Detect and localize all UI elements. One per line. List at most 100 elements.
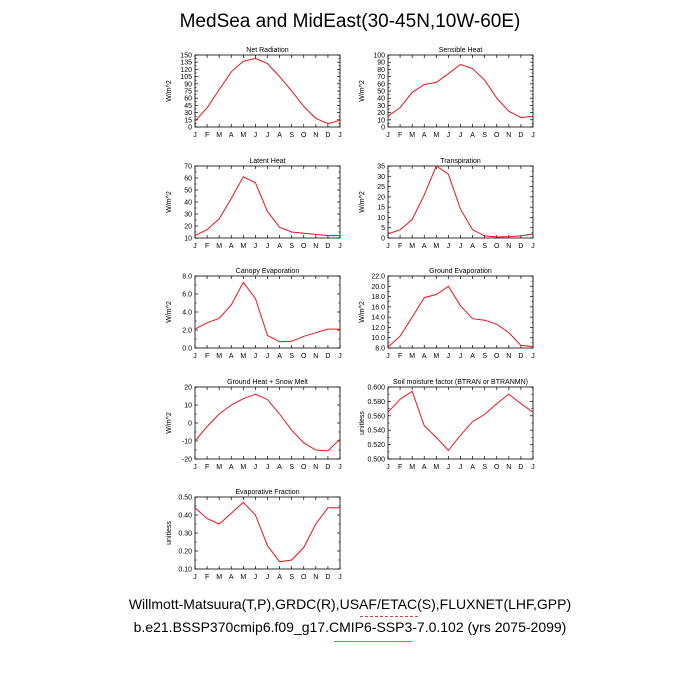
- y-tick-label: 45: [184, 103, 192, 110]
- plot-frame: [387, 54, 534, 128]
- x-tick-label: A: [422, 132, 427, 139]
- x-tick-label: N: [313, 243, 318, 250]
- y-tick-label: 0.540: [367, 428, 385, 435]
- y-tick-label: 8.0: [375, 346, 385, 353]
- y-tick-label: 0.30: [178, 531, 192, 538]
- x-tick-label: D: [325, 243, 330, 250]
- x-tick-label: D: [518, 353, 523, 360]
- plot-frame: [194, 275, 341, 349]
- y-tick-label: 0: [381, 125, 385, 132]
- x-tick-label: A: [422, 243, 427, 250]
- y-tick-label: 0.40: [178, 513, 192, 520]
- series-line: [387, 165, 534, 238]
- x-tick-label: S: [482, 243, 487, 250]
- y-axis-label: W/m^2: [166, 191, 173, 213]
- x-tick-label: S: [289, 353, 294, 360]
- x-tick-label: M: [433, 132, 439, 139]
- y-tick-label: 90: [184, 81, 192, 88]
- y-tick-label: 0.580: [367, 399, 385, 406]
- x-tick-label: F: [205, 243, 209, 250]
- y-tick-label: 10: [184, 236, 192, 243]
- series-line: [387, 63, 534, 119]
- x-tick-label: J: [447, 464, 451, 471]
- x-tick-label: A: [277, 353, 282, 360]
- x-tick-label: J: [338, 243, 342, 250]
- x-tick-label: F: [398, 132, 402, 139]
- y-tick-label: 80: [377, 67, 385, 74]
- x-tick-label: A: [277, 243, 282, 250]
- y-tick-label: 30: [184, 212, 192, 219]
- y-tick-label: 20: [377, 194, 385, 201]
- x-tick-label: F: [398, 243, 402, 250]
- y-tick-label: 0.600: [367, 385, 385, 392]
- y-tick-label: 30: [377, 174, 385, 181]
- y-tick-label: 4.0: [182, 310, 192, 317]
- x-tick-label: J: [266, 132, 270, 139]
- x-tick-label: J: [386, 243, 390, 250]
- y-tick-label: 10.0: [371, 335, 385, 342]
- y-tick-label: 14.0: [371, 315, 385, 322]
- y-tick-label: 60: [184, 176, 192, 183]
- x-tick-label: M: [216, 353, 222, 360]
- x-tick-label: O: [494, 243, 500, 250]
- series-line: [194, 57, 341, 125]
- x-tick-label: A: [422, 464, 427, 471]
- chart-panel-8: Soil moisture factor (BTRAN or BTRANMN) 0…: [359, 379, 535, 471]
- x-tick-label: O: [494, 132, 500, 139]
- x-tick-label: S: [482, 132, 487, 139]
- y-tick-label: 25: [377, 184, 385, 191]
- chart-panel-6: Ground Evaporation 8.0 10.0 12.0 14.0 16.0 18.…: [359, 268, 535, 360]
- x-tick-label: A: [229, 464, 234, 471]
- x-tick-label: M: [216, 574, 222, 581]
- y-tick-label: 12.0: [371, 325, 385, 332]
- x-tick-label: J: [531, 243, 535, 250]
- y-tick-label: 6.0: [182, 292, 192, 299]
- x-tick-label: J: [447, 132, 451, 139]
- x-tick-label: M: [240, 353, 246, 360]
- series-line: [387, 285, 534, 348]
- x-tick-label: N: [313, 353, 318, 360]
- plot-frame: [387, 386, 534, 460]
- y-tick-label: 40: [184, 200, 192, 207]
- x-tick-label: F: [398, 464, 402, 471]
- x-tick-label: O: [494, 464, 500, 471]
- x-tick-label: M: [240, 574, 246, 581]
- x-tick-label: J: [254, 464, 258, 471]
- y-tick-label: 0.0: [182, 346, 192, 353]
- x-tick-label: A: [277, 574, 282, 581]
- x-tick-label: D: [325, 464, 330, 471]
- series-line: [387, 390, 534, 452]
- x-tick-label: J: [266, 353, 270, 360]
- x-tick-label: J: [254, 353, 258, 360]
- x-tick-label: J: [193, 243, 197, 250]
- y-tick-label: 105: [180, 74, 192, 81]
- y-tick-label: 90: [377, 60, 385, 67]
- x-tick-label: F: [205, 353, 209, 360]
- y-tick-label: 20: [377, 110, 385, 117]
- x-tick-label: J: [193, 574, 197, 581]
- y-axis-label: W/m^2: [166, 80, 173, 102]
- x-tick-label: J: [531, 132, 535, 139]
- x-tick-label: F: [205, 574, 209, 581]
- y-tick-label: 2.0: [182, 328, 192, 335]
- y-tick-label: 50: [377, 89, 385, 96]
- y-axis-label: unitless: [166, 521, 173, 545]
- y-axis-label: W/m^2: [166, 412, 173, 434]
- x-tick-label: J: [266, 574, 270, 581]
- x-tick-label: J: [193, 132, 197, 139]
- x-tick-label: D: [325, 353, 330, 360]
- x-tick-label: A: [229, 353, 234, 360]
- x-tick-label: N: [506, 132, 511, 139]
- y-tick-label: 30: [184, 110, 192, 117]
- footer-case-name: b.e21.BSSP370cmip6.f09_g17.CMIP6-SSP3-7.…: [133, 619, 567, 635]
- y-tick-label: 10: [184, 403, 192, 410]
- x-tick-label: D: [325, 574, 330, 581]
- y-tick-label: 5: [381, 225, 385, 232]
- x-tick-label: S: [482, 353, 487, 360]
- x-tick-label: D: [518, 243, 523, 250]
- y-tick-label: 0.560: [367, 413, 385, 420]
- x-tick-label: O: [301, 574, 307, 581]
